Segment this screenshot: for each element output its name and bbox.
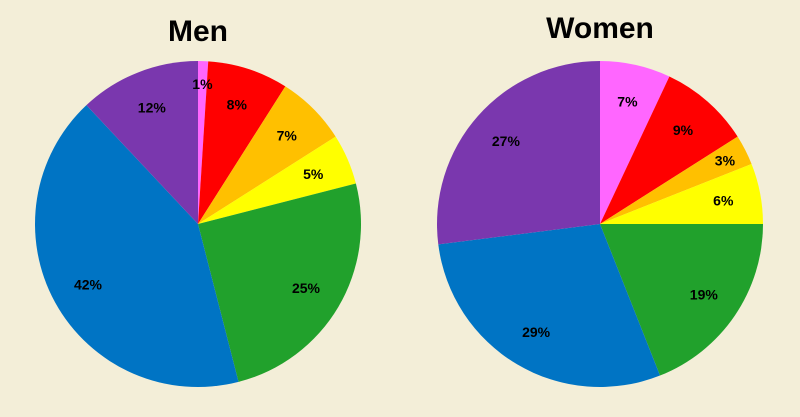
pie-slice-men-pink bbox=[198, 60, 209, 224]
pie-slices-men bbox=[35, 60, 362, 388]
slice-label-women-orange: 3% bbox=[715, 152, 736, 168]
pie-slice-women-yellow bbox=[600, 164, 763, 224]
pie-slice-men-blue bbox=[35, 105, 239, 388]
pie-slice-women-blue bbox=[438, 224, 660, 387]
chart-title-men: Men bbox=[168, 15, 228, 48]
pie-slice-women-purple bbox=[437, 61, 600, 245]
slice-label-men-green: 25% bbox=[292, 280, 321, 296]
slice-label-men-yellow: 5% bbox=[303, 166, 324, 182]
pie-slice-women-pink bbox=[600, 60, 670, 224]
slice-label-women-purple: 27% bbox=[492, 133, 521, 149]
pie-slice-men-red bbox=[198, 61, 286, 224]
pie-slice-men-green bbox=[198, 183, 362, 382]
slice-label-men-orange: 7% bbox=[277, 127, 298, 143]
slice-label-men-red: 8% bbox=[227, 97, 248, 113]
slice-label-women-green: 19% bbox=[690, 287, 719, 303]
slice-label-men-blue: 42% bbox=[74, 277, 103, 293]
slice-label-women-red: 9% bbox=[673, 122, 694, 138]
pie-slice-women-orange bbox=[600, 136, 752, 224]
slice-label-women-yellow: 6% bbox=[713, 193, 734, 209]
pie-chart-women: Women 7% 9% 3% 6% 19% 29% 27% bbox=[437, 12, 763, 387]
pie-slice-men-yellow bbox=[198, 136, 356, 224]
pie-slices-women bbox=[437, 60, 763, 387]
chart-title-women: Women bbox=[546, 12, 654, 45]
pie-labels-men: 1% 8% 7% 5% 25% 42% 12% bbox=[74, 76, 324, 296]
slice-label-women-blue: 29% bbox=[522, 324, 551, 340]
slice-label-men-pink: 1% bbox=[192, 76, 213, 92]
pie-slice-women-green bbox=[600, 224, 763, 376]
pie-slice-men-purple bbox=[86, 61, 198, 224]
pie-slice-women-red bbox=[600, 76, 738, 224]
pie-slice-men-orange bbox=[198, 86, 336, 225]
pie-chart-men: Men 1% 8% 7% 5% 25% 42% 12% bbox=[35, 15, 362, 388]
pie-labels-women: 7% 9% 3% 6% 19% 29% 27% bbox=[492, 94, 736, 341]
slice-label-women-pink: 7% bbox=[617, 94, 638, 110]
slice-label-men-purple: 12% bbox=[138, 99, 167, 115]
